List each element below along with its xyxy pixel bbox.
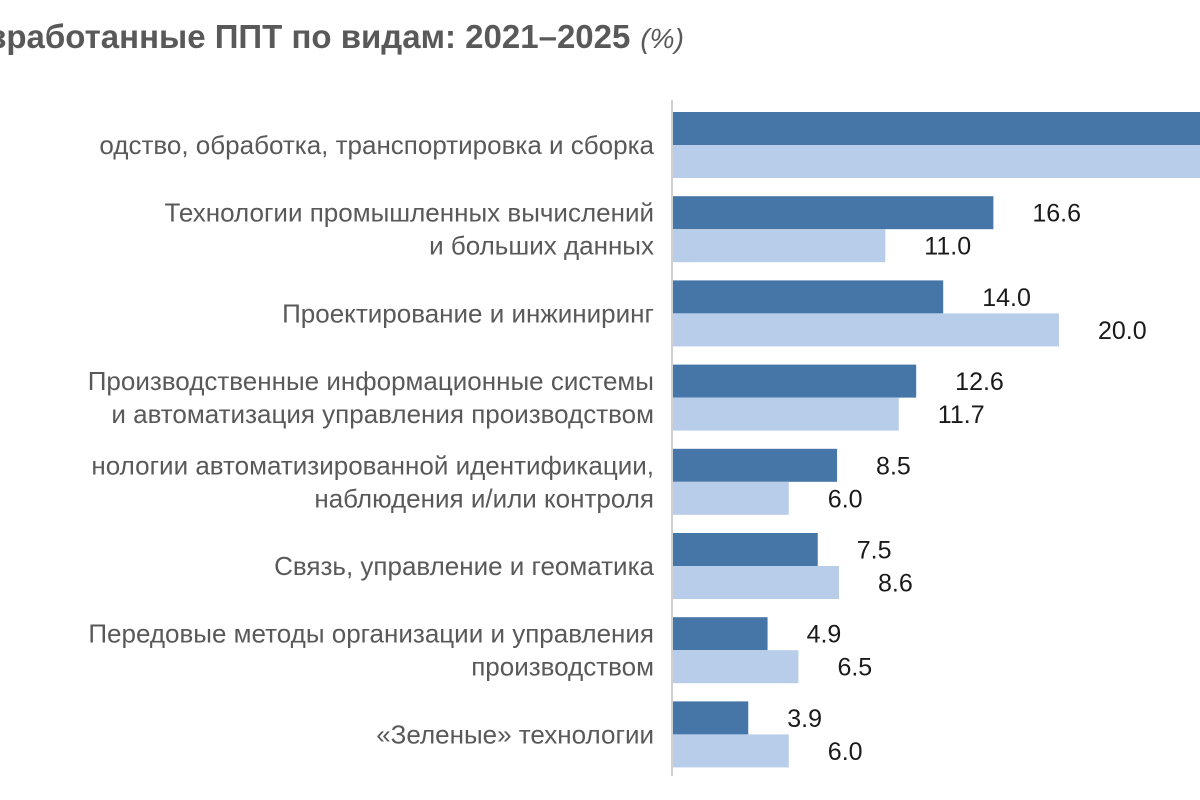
category-label-line: Связь, управление и геоматика: [274, 551, 654, 581]
bar-series1: [673, 701, 749, 735]
bar-series2: [673, 229, 886, 263]
bar-series2: [673, 145, 1200, 178]
bar-series1: [673, 112, 1200, 145]
bar-series1: [673, 280, 944, 314]
bar-series2: [673, 650, 799, 684]
category-label-line: одство, обработка, транспортировка и сбо…: [99, 130, 654, 160]
data-label-series2: 11.0: [924, 233, 971, 261]
data-label-series2: 6.0: [828, 485, 863, 513]
category-label: «Зеленые» технологии: [376, 719, 654, 749]
data-label-series2: 6.5: [837, 654, 872, 682]
bar-series1: [673, 364, 917, 398]
category-label-line: Технологии промышленных вычислений: [164, 198, 654, 228]
category-label: нологии автоматизированной идентификации…: [91, 450, 654, 513]
category-label: Проектирование и инжиниринг: [282, 298, 654, 328]
data-label-series1: 3.9: [787, 705, 822, 733]
bar-series2: [673, 566, 839, 599]
category-label-line: производством: [471, 652, 654, 682]
bar-series1: [673, 448, 838, 482]
bar-series2: [673, 734, 789, 768]
category-label-line: и автоматизация управления производством: [111, 399, 654, 429]
category-label: Передовые методы организации и управлени…: [88, 619, 654, 682]
data-label-series2: 20.0: [1098, 317, 1147, 345]
bar-series2: [673, 481, 789, 515]
chart-title: зработанные ППТ по видам: 2021–2025 (%): [0, 18, 684, 56]
bar-series1: [673, 196, 994, 230]
category-label-line: нологии автоматизированной идентификации…: [91, 450, 654, 480]
bar-series1: [673, 617, 768, 651]
category-label-line: Производственные информационные системы: [88, 366, 654, 396]
data-label-series1: 14.0: [982, 284, 1031, 312]
category-label-line: «Зеленые» технологии: [376, 719, 654, 749]
category-label-line: Передовые методы организации и управлени…: [88, 619, 654, 649]
bar-series2: [673, 313, 1059, 347]
category-label: Производственные информационные системы и…: [88, 366, 654, 429]
category-label: Связь, управление и геоматика: [274, 551, 654, 581]
category-label-line: Проектирование и инжиниринг: [282, 298, 654, 328]
data-label-series1: 8.5: [876, 452, 911, 480]
chart-title-unit: (%): [640, 23, 684, 54]
data-label-series1: 16.6: [1032, 200, 1081, 228]
chart-title-text: зработанные ППТ по видам: 2021–2025: [0, 18, 631, 55]
data-label-series2: 8.6: [878, 570, 913, 598]
category-label-line: и больших данных: [429, 231, 654, 261]
category-label: одство, обработка, транспортировка и сбо…: [99, 130, 654, 160]
data-label-series1: 7.5: [857, 537, 892, 565]
data-label-series1: 4.9: [807, 621, 842, 649]
category-label-line: наблюдения и/или контроля: [314, 483, 654, 513]
category-label: Технологии промышленных вычислений и боль…: [164, 198, 654, 261]
data-label-series1: 12.6: [955, 368, 1004, 396]
bar-series2: [673, 397, 899, 431]
bar-series1: [673, 533, 818, 566]
data-label-series2: 11.7: [938, 401, 985, 429]
data-label-series2: 6.0: [828, 738, 863, 766]
